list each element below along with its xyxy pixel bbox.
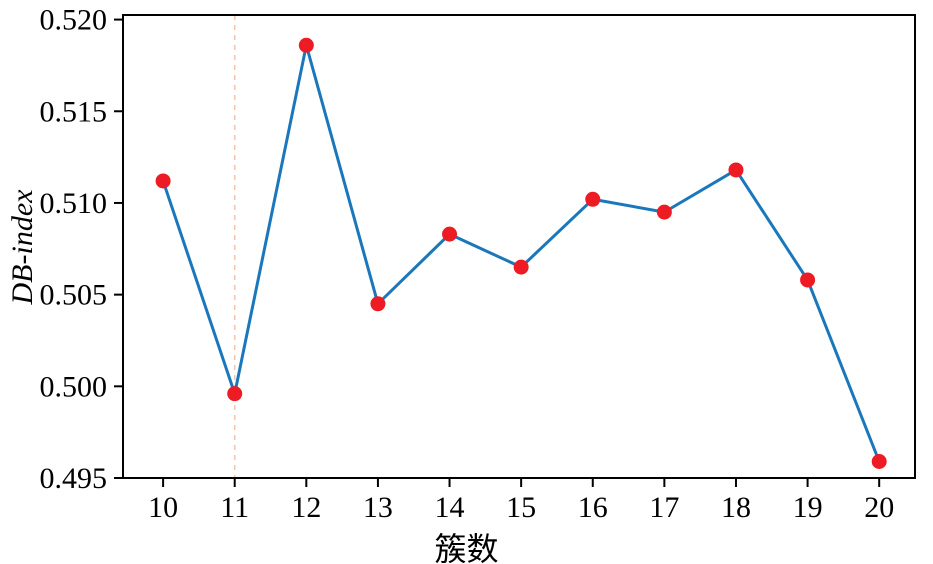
x-tick-label: 17 xyxy=(649,491,679,524)
data-point-marker xyxy=(656,204,672,220)
x-axis-label: 簇数 xyxy=(434,531,499,564)
plot-frame xyxy=(122,14,916,479)
y-tick-label: 0.500 xyxy=(40,370,108,403)
x-tick-label: 15 xyxy=(506,491,536,524)
data-point-marker xyxy=(585,191,601,207)
data-point-marker xyxy=(370,296,386,312)
data-point-marker xyxy=(155,173,171,189)
data-point-marker xyxy=(442,226,458,242)
x-tick-label: 19 xyxy=(793,491,823,524)
data-point-marker xyxy=(871,453,887,469)
x-tick-label: 18 xyxy=(721,491,751,524)
data-point-marker xyxy=(298,37,314,53)
y-axis-label: DB-index xyxy=(6,189,39,305)
x-tick-label: 12 xyxy=(291,491,321,524)
y-tick-label: 0.495 xyxy=(40,462,108,495)
db-index-line xyxy=(161,43,881,463)
x-tick-label: 11 xyxy=(220,491,249,524)
y-tick-label: 0.510 xyxy=(40,187,108,220)
y-tick-label: 0.515 xyxy=(40,95,108,128)
data-point-marker xyxy=(513,259,529,275)
x-tick-label: 16 xyxy=(578,491,608,524)
data-point-marker xyxy=(728,162,744,178)
x-tick-label: 13 xyxy=(363,491,393,524)
data-point-marker xyxy=(227,386,243,402)
data-point-marker xyxy=(800,272,816,288)
x-tick-label: 20 xyxy=(864,491,894,524)
x-tick-label: 14 xyxy=(435,491,465,524)
x-tick-label: 10 xyxy=(148,491,178,524)
y-tick-label: 0.520 xyxy=(40,4,108,37)
y-tick-label: 0.505 xyxy=(40,279,108,312)
